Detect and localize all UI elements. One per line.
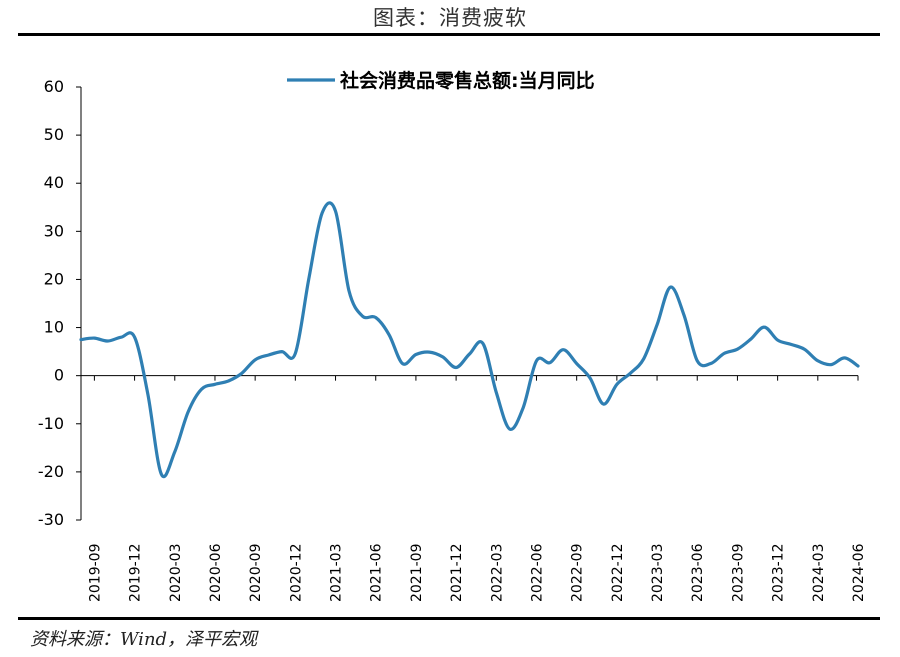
x-tick-label: 2021-03 [329, 544, 345, 603]
x-tick-label: 2022-03 [489, 544, 505, 603]
x-axis: 2019-09 2019-12 2020-03 2020-06 2020-09 2020-… [81, 375, 867, 603]
x-tick-label: 2020-06 [208, 543, 224, 602]
x-tick-label: 2020-03 [168, 544, 184, 603]
y-tick-label: 0 [54, 366, 64, 385]
y-tick-label: -20 [38, 462, 64, 481]
x-tick-label: 2022-12 [610, 544, 626, 603]
top-rule [18, 33, 880, 36]
legend-label: 社会消费品零售总额:当月同比 [339, 69, 595, 92]
x-tick-label: 2021-12 [449, 544, 465, 603]
y-tick-label: 20 [44, 269, 64, 288]
y-tick-label: 60 [44, 77, 64, 96]
y-tick-label: -10 [38, 414, 64, 433]
x-tick-label: 2024-06 [851, 543, 867, 602]
x-tick-label: 2023-03 [650, 544, 666, 603]
y-axis: 60 50 40 30 20 10 0 -10 -20 -30 [38, 77, 82, 529]
source-note: 资料来源：Wind，泽平宏观 [30, 629, 258, 650]
series-line [79, 201, 860, 479]
series-layer [79, 201, 860, 479]
figure-title: 图表：消费疲软 [373, 6, 527, 30]
y-tick-label: 50 [44, 125, 64, 144]
x-tick-label: 2022-06 [529, 543, 545, 602]
x-tick-label: 2020-09 [248, 544, 264, 603]
x-tick-label: 2024-03 [811, 544, 827, 603]
x-tick-label: 2023-06 [690, 543, 706, 602]
x-tick-label: 2023-09 [730, 544, 746, 603]
x-tick-label: 2022-09 [570, 544, 586, 603]
x-tick-label: 2019-12 [128, 544, 144, 603]
x-tick-label: 2021-09 [409, 544, 425, 603]
x-tick-label: 2023-12 [771, 544, 787, 603]
x-tick-label: 2020-12 [288, 544, 304, 603]
y-tick-label: 10 [44, 318, 64, 337]
legend: 社会消费品零售总额:当月同比 [287, 69, 595, 92]
x-tick-label: 2021-06 [369, 543, 385, 602]
y-tick-label: 30 [44, 221, 64, 240]
x-tick-label: 2019-09 [87, 544, 103, 603]
y-tick-label: -30 [38, 510, 64, 529]
y-tick-label: 40 [44, 173, 64, 192]
bottom-rule [18, 617, 880, 620]
